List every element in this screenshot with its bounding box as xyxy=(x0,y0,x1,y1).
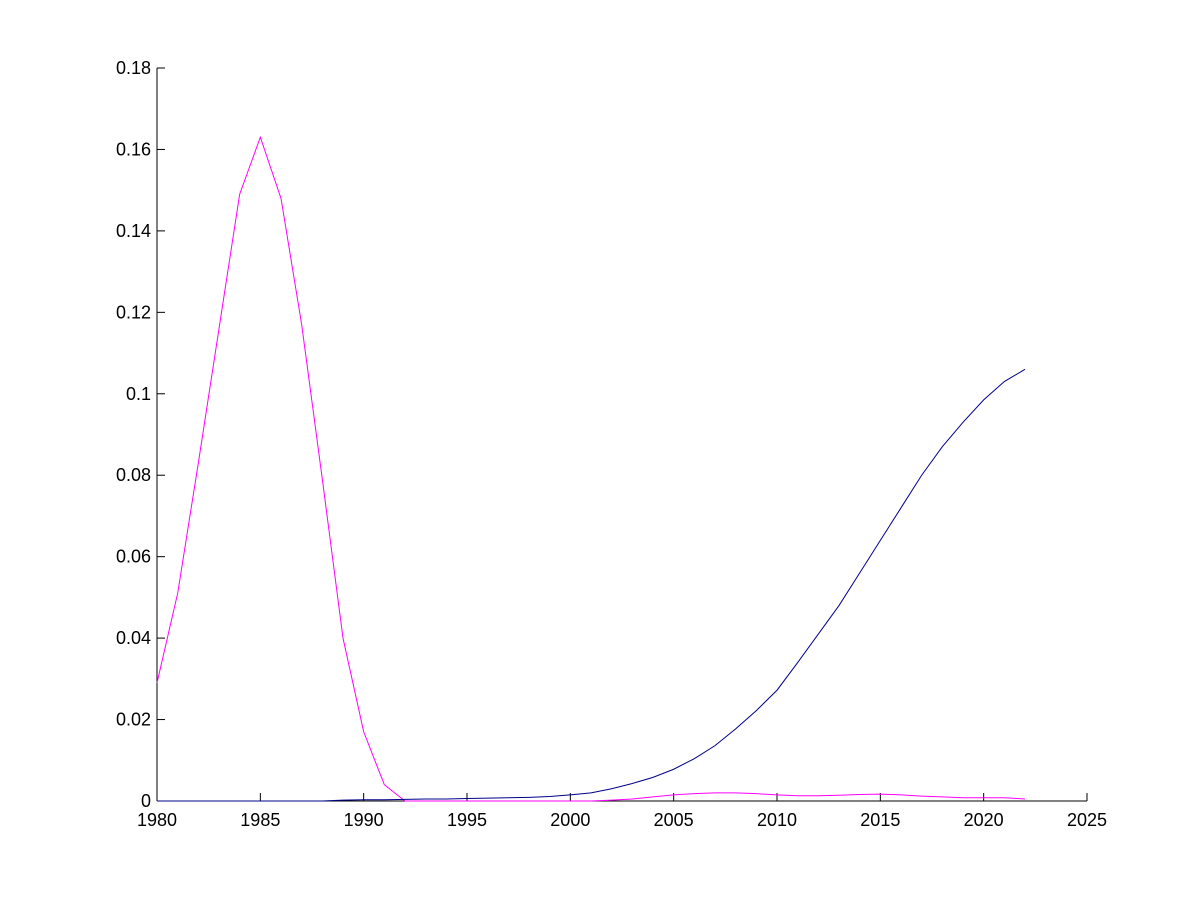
line xyxy=(157,368,1026,802)
x-tick-label: 2025 xyxy=(1067,810,1107,830)
x-tick-label: 1980 xyxy=(137,810,177,830)
x-tick-label: 2020 xyxy=(964,810,1004,830)
y-tick-label: 0.04 xyxy=(116,628,151,648)
y-tick-label: 0.12 xyxy=(116,302,151,322)
y-tick-label: 0.18 xyxy=(116,58,151,78)
y-tick-label: 0 xyxy=(141,791,151,811)
x-tick-label: 2005 xyxy=(654,810,694,830)
y-tick-label: 0.08 xyxy=(116,465,151,485)
line xyxy=(156,135,1026,802)
y-tick-label: 0.16 xyxy=(116,139,151,159)
x-tick-label: 1985 xyxy=(240,810,280,830)
y-tick-label: 0.14 xyxy=(116,221,151,241)
x-tick-label: 1990 xyxy=(344,810,384,830)
y-tick-label: 0.1 xyxy=(126,384,151,404)
x-tick-label: 2000 xyxy=(550,810,590,830)
x-tick-label: 1995 xyxy=(447,810,487,830)
y-tick-label: 0.06 xyxy=(116,547,151,567)
y-tick-label: 0.02 xyxy=(116,710,151,730)
x-tick-label: 2010 xyxy=(757,810,797,830)
x-tick-label: 2015 xyxy=(860,810,900,830)
